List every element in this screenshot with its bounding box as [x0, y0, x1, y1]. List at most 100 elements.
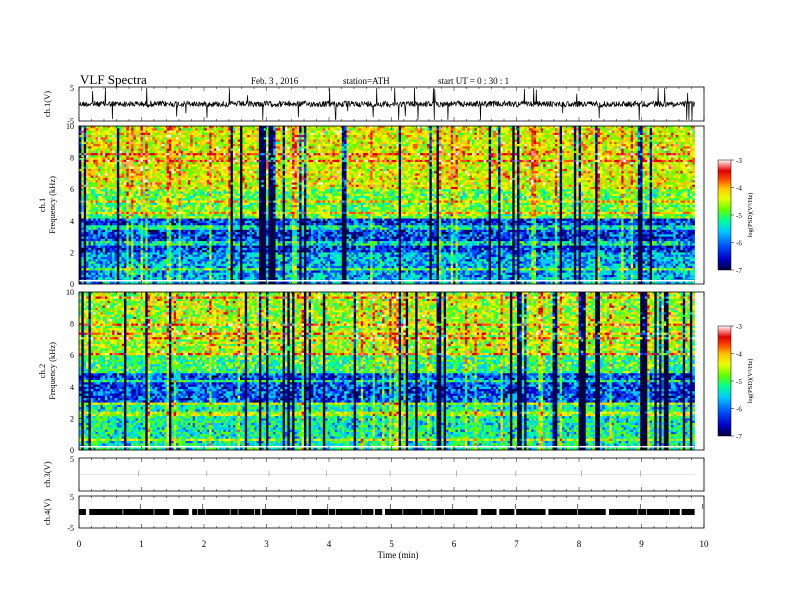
heatmap-cell	[438, 164, 442, 167]
heatmap-cell	[483, 150, 487, 154]
heatmap-cell	[576, 130, 579, 134]
heatmap-cell	[79, 146, 82, 149]
heatmap-cell	[517, 146, 520, 149]
heatmap-cell	[273, 128, 276, 131]
heatmap-cell	[261, 128, 264, 131]
heatmap-cell	[422, 150, 425, 154]
heatmap-cell	[216, 166, 219, 170]
heatmap-cell	[607, 135, 610, 138]
heatmap-cell	[116, 153, 120, 156]
heatmap-cell	[285, 148, 288, 152]
heatmap-cell	[552, 157, 556, 161]
heatmap-cell	[216, 137, 219, 140]
heatmap-cell	[488, 148, 492, 152]
heatmap-cell	[195, 164, 198, 167]
heatmap-cell	[535, 159, 539, 163]
heatmap-cell	[609, 157, 613, 161]
heatmap-cell	[682, 159, 686, 163]
heatmap-cell	[240, 162, 243, 165]
heatmap-cell	[79, 132, 82, 136]
heatmap-cell	[386, 164, 390, 167]
heatmap-cell	[526, 141, 530, 145]
heatmap-cell	[550, 132, 553, 136]
heatmap-cell	[464, 144, 468, 147]
heatmap-cell	[469, 150, 473, 154]
heatmap-cell	[486, 128, 489, 131]
heatmap-cell	[185, 153, 189, 156]
heatmap-cell	[190, 139, 193, 143]
heatmap-cell	[159, 157, 163, 161]
heatmap-cell	[640, 144, 643, 147]
heatmap-cell	[682, 132, 686, 136]
heatmap-cell	[112, 166, 115, 170]
heatmap-cell	[424, 164, 428, 167]
heatmap-cell	[533, 155, 537, 158]
heatmap-cell	[79, 155, 82, 158]
heatmap-cell	[580, 130, 584, 134]
heatmap-cell	[687, 150, 691, 154]
heatmap-cell	[609, 128, 613, 131]
heatmap-cell	[573, 162, 577, 165]
heatmap-cell	[97, 135, 101, 138]
heatmap-cell	[682, 150, 686, 154]
heatmap-cell	[131, 159, 134, 163]
heatmap-cell	[216, 141, 219, 145]
heatmap-cell	[334, 128, 338, 131]
heatmap-cell	[472, 126, 475, 129]
heatmap-cell	[97, 148, 101, 152]
heatmap-cell	[384, 164, 388, 167]
heatmap-cell	[299, 150, 302, 154]
heatmap-cell	[356, 157, 359, 161]
heatmap-cell	[258, 132, 262, 136]
heatmap-cell	[235, 150, 238, 154]
heatmap-cell	[382, 139, 385, 143]
heatmap-cell	[481, 150, 485, 154]
heatmap-cell	[502, 148, 506, 152]
heatmap-cell	[675, 150, 679, 154]
heatmap-cell	[614, 157, 617, 161]
heatmap-cell	[183, 132, 186, 136]
heatmap-cell	[100, 150, 103, 154]
heatmap-cell	[334, 153, 338, 156]
heatmap-cell	[607, 164, 610, 167]
heatmap-cell	[180, 139, 184, 143]
heatmap-cell	[147, 155, 151, 158]
heatmap-cell	[393, 130, 397, 134]
heatmap-cell	[427, 139, 430, 143]
heatmap-cell	[666, 153, 669, 156]
heatmap-cell	[576, 139, 579, 143]
heatmap-cell	[642, 155, 646, 158]
heatmap-cell	[517, 137, 520, 140]
heatmap-cell	[327, 159, 331, 163]
heatmap-cell	[178, 130, 182, 134]
heatmap-cell	[630, 155, 634, 158]
heatmap-cell	[436, 157, 440, 161]
heatmap-cell	[474, 128, 478, 131]
heatmap-cell	[602, 141, 605, 145]
heatmap-cell	[590, 148, 594, 152]
heatmap-cell	[455, 141, 459, 145]
heatmap-cell	[152, 132, 156, 136]
heatmap-cell	[339, 146, 343, 149]
heatmap-cell	[680, 155, 684, 158]
heatmap-cell	[313, 128, 317, 131]
heatmap-cell	[150, 148, 153, 152]
heatmap-cell	[453, 128, 456, 131]
heatmap-cell	[332, 132, 336, 136]
heatmap-cell	[171, 153, 175, 156]
heatmap-cell	[623, 144, 627, 147]
heatmap-cell	[618, 132, 622, 136]
heatmap-cell	[419, 132, 423, 136]
heatmap-cell	[161, 144, 165, 147]
heatmap-cell	[88, 159, 92, 163]
heatmap-cell	[363, 141, 366, 145]
heatmap-cell	[187, 135, 191, 138]
heatmap-cell	[102, 144, 106, 147]
heatmap-cell	[597, 132, 601, 136]
heatmap-cell	[500, 148, 504, 152]
heatmap-cell	[365, 137, 369, 140]
heatmap-cell	[107, 153, 111, 156]
heatmap-cell	[242, 159, 246, 163]
heatmap-cell	[351, 135, 354, 138]
heatmap-cell	[379, 132, 383, 136]
